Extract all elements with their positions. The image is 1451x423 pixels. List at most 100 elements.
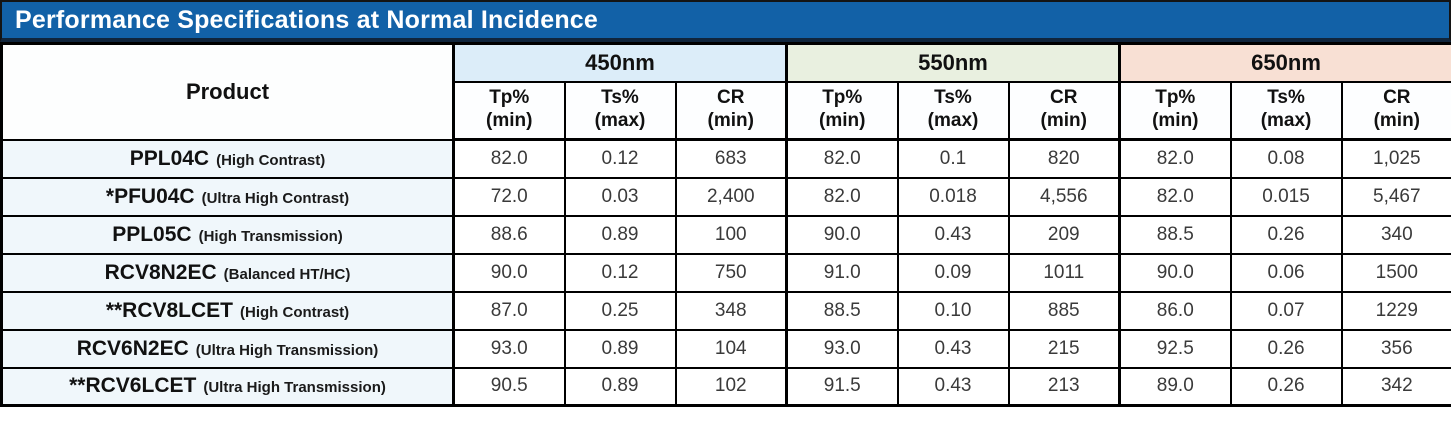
product-name-cell: **RCV8LCET (High Contrast) (0, 290, 455, 331)
spec-table: Product 450nm 550nm 650nm Tp% (min) Ts% (m… (0, 42, 1451, 407)
table-row: **RCV6LCET (Ultra High Transmission) 90.5 0… (0, 366, 1451, 407)
value-cell: 102 (674, 366, 788, 407)
product-descriptor: (High Contrast) (240, 303, 350, 321)
value-cell: 1500 (1340, 252, 1451, 293)
value-cell: 93.0 (785, 328, 899, 369)
value-cell: 0.26 (1229, 366, 1343, 407)
value-cell: 82.0 (452, 138, 566, 179)
product-descriptor: (Balanced HT/HC) (223, 265, 351, 283)
value-cell: 0.26 (1229, 328, 1343, 369)
value-cell: 0.1 (896, 138, 1010, 179)
value-cell: 91.0 (785, 252, 899, 293)
value-cell: 5,467 (1340, 176, 1451, 217)
product-name-cell: PPL04C (High Contrast) (0, 138, 455, 179)
product-descriptor: (Ultra High Contrast) (201, 189, 350, 207)
subheader-cr-550nm: CR (min) (1007, 80, 1121, 141)
value-cell: 87.0 (452, 290, 566, 331)
value-cell: 0.08 (1229, 138, 1343, 179)
value-cell: 0.25 (563, 290, 677, 331)
value-cell: 348 (674, 290, 788, 331)
subheader-tp-650nm: Tp% (min) (1118, 80, 1232, 141)
value-cell: 356 (1340, 328, 1451, 369)
product-name: RCV8N2EC (104, 260, 217, 284)
product-descriptor: (Ultra High Transmission) (203, 379, 386, 397)
sub-header-row: Tp% (min) Ts% (max) CR (min) Tp% (min) Ts% (m… (2, 80, 1451, 141)
value-cell: 683 (674, 138, 788, 179)
value-cell: 90.0 (785, 214, 899, 255)
table-row: **RCV8LCET (High Contrast) 87.0 0.25 348 88.5… (0, 290, 1451, 331)
subheader-tp-450nm: Tp% (min) (452, 80, 566, 141)
product-name-cell: RCV8N2EC (Balanced HT/HC) (0, 252, 455, 293)
product-descriptor: (Ultra High Transmission) (195, 341, 379, 359)
wavelength-header-row: Product 450nm 550nm 650nm (0, 42, 1451, 141)
value-cell: 104 (674, 328, 788, 369)
product-name: **RCV8LCET (105, 298, 234, 322)
product-name: *PFU04C (105, 184, 195, 208)
product-name-cell: RCV6N2EC (Ultra High Transmission) (0, 328, 455, 369)
product-descriptor: (High Transmission) (198, 227, 343, 245)
value-cell: 92.5 (1118, 328, 1232, 369)
wavelength-header-650nm: 650nm (1118, 42, 1451, 83)
value-cell: 0.43 (896, 328, 1010, 369)
value-cell: 82.0 (785, 138, 899, 179)
value-cell: 90.5 (452, 366, 566, 407)
value-cell: 88.5 (1118, 214, 1232, 255)
value-cell: 0.43 (896, 214, 1010, 255)
wavelength-header-550nm: 550nm (785, 42, 1121, 83)
subheader-cr-450nm: CR (min) (674, 80, 788, 141)
table-body: PPL04C (High Contrast) 82.0 0.12 683 82.0 0.1 8… (0, 138, 1451, 407)
product-column-header: Product (0, 42, 455, 141)
value-cell: 0.06 (1229, 252, 1343, 293)
product-name-cell: *PFU04C (Ultra High Contrast) (0, 176, 455, 217)
value-cell: 0.12 (563, 138, 677, 179)
value-cell: 82.0 (1118, 138, 1232, 179)
product-descriptor: (High Contrast) (216, 151, 326, 169)
product-name: **RCV6LCET (69, 374, 197, 398)
value-cell: 90.0 (1118, 252, 1232, 293)
value-cell: 88.5 (785, 290, 899, 331)
table-row: *PFU04C (Ultra High Contrast) 72.0 0.03 2,40… (0, 176, 1451, 217)
value-cell: 88.6 (452, 214, 566, 255)
product-name: PPL05C (112, 222, 192, 246)
wavelength-header-450nm: 450nm (451, 42, 788, 83)
table-row: RCV6N2EC (Ultra High Transmission) 93.0 0.8… (0, 328, 1451, 369)
value-cell: 0.07 (1229, 290, 1343, 331)
value-cell: 0.43 (896, 366, 1010, 407)
value-cell: 2,400 (674, 176, 788, 217)
table-row: PPL05C (High Transmission) 88.6 0.89 100 90.0… (0, 214, 1451, 255)
value-cell: 82.0 (785, 176, 899, 217)
value-cell: 93.0 (452, 328, 566, 369)
value-cell: 91.5 (785, 366, 899, 407)
value-cell: 1011 (1007, 252, 1121, 293)
value-cell: 100 (674, 214, 788, 255)
table-row: RCV8N2EC (Balanced HT/HC) 90.0 0.12 750 91.0 0… (0, 252, 1451, 293)
product-name: RCV6N2EC (76, 336, 189, 360)
value-cell: 342 (1340, 366, 1451, 407)
subheader-ts-450nm: Ts% (max) (563, 80, 677, 141)
subheader-tp-550nm: Tp% (min) (785, 80, 899, 141)
subheader-ts-650nm: Ts% (max) (1229, 80, 1343, 141)
value-cell: 750 (674, 252, 788, 293)
value-cell: 209 (1007, 214, 1121, 255)
subheader-cr-650nm: CR (min) (1340, 80, 1451, 141)
product-name-cell: **RCV6LCET (Ultra High Transmission) (0, 366, 455, 407)
product-name: PPL04C (129, 146, 210, 170)
value-cell: 0.89 (563, 214, 677, 255)
value-cell: 0.89 (563, 366, 677, 407)
value-cell: 90.0 (452, 252, 566, 293)
value-cell: 89.0 (1118, 366, 1232, 407)
product-name-cell: PPL05C (High Transmission) (0, 214, 455, 255)
value-cell: 82.0 (1118, 176, 1232, 217)
value-cell: 0.015 (1229, 176, 1343, 217)
value-cell: 1,025 (1340, 138, 1451, 179)
value-cell: 0.09 (896, 252, 1010, 293)
value-cell: 0.12 (563, 252, 677, 293)
page-title: Performance Specifications at Normal Inc… (15, 5, 599, 34)
value-cell: 215 (1007, 328, 1121, 369)
value-cell: 4,556 (1007, 176, 1121, 217)
value-cell: 820 (1007, 138, 1121, 179)
value-cell: 885 (1007, 290, 1121, 331)
value-cell: 0.10 (896, 290, 1010, 331)
subheader-ts-550nm: Ts% (max) (896, 80, 1010, 141)
